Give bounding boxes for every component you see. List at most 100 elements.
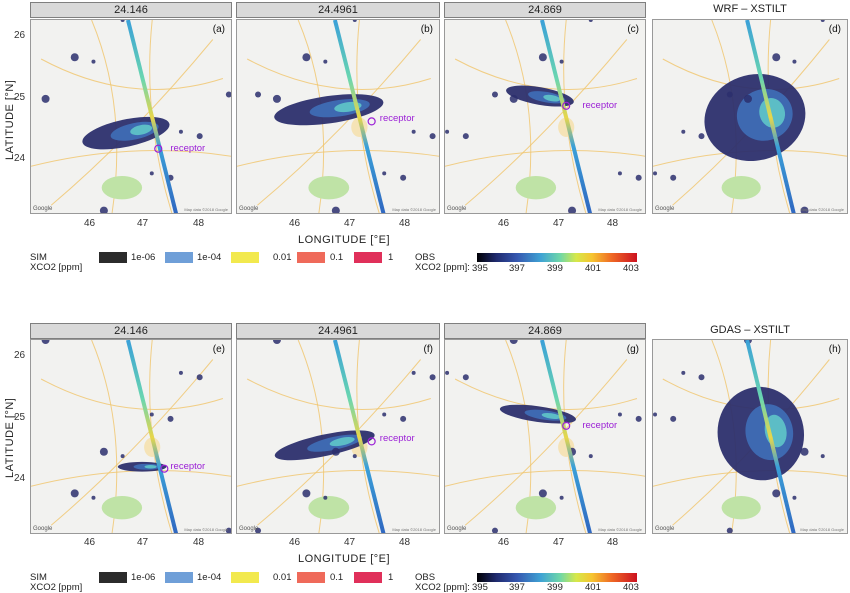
scatter-blob [509,340,518,344]
road-line [454,58,638,90]
ytick-24-bottom: 24 [14,473,26,484]
scatter-blob [352,20,357,22]
receptor-marker [367,437,376,446]
scatter-blob [429,374,436,381]
scatter-blob [352,454,357,459]
scatter-blob [91,59,96,64]
obs-tick-395-top: 395 [472,263,488,274]
ytick-25-top: 25 [14,92,26,103]
sim-swatch-2-top [165,252,193,263]
xtick-46-b: 46 [289,218,301,229]
map-panel-d: (d) Google Map data ©2018 Google [652,19,848,214]
scatter-blob [792,59,797,64]
scatter-blob [538,489,547,498]
sim-label-5-top: 1 [388,252,394,263]
scatter-blob [792,495,797,500]
map-credit: Map data ©2018 Google [184,527,228,532]
scatter-blob [635,174,642,181]
plume-core [130,124,153,136]
satellite-track [332,340,386,533]
scatter-blob [538,53,547,62]
road-line [246,378,431,410]
y-axis-title-bottom: LATITUDE [°N] [4,397,16,478]
google-logo: Google [655,206,675,212]
sim-label-3-top: 0.01 [273,252,292,263]
map-svg-b [237,20,439,213]
satellite-track [126,340,179,533]
sim-label-1-bottom: 1e-06 [131,572,156,583]
map-svg-g [445,340,645,533]
map-credit: Map data ©2018 Google [184,207,228,212]
scatter-blob [225,91,231,98]
xtick-47-c: 47 [553,218,565,229]
xtick-48-c: 48 [607,218,619,229]
scatter-blob [820,454,825,459]
scatter-blob [302,489,311,498]
xtick-47-g: 47 [553,537,565,548]
map-panel-f: receptor (f) Google Map data ©2018 Google [236,339,440,534]
x-axis-title-bottom: LONGITUDE [°E] [298,553,391,565]
reserve-area [101,176,143,200]
scatter-blob [91,495,96,500]
x-axis-title-top: LONGITUDE [°E] [298,234,391,246]
plume-e [117,461,167,472]
obs-tick-403-bottom: 403 [623,582,639,593]
satellite-track [745,340,796,533]
road-line [237,150,439,167]
map-panel-b: receptor (b) Google Map data ©2018 Google [236,19,440,214]
road-line [464,39,628,206]
scatter-blob [196,374,203,381]
obs-tick-401-bottom: 401 [585,582,601,593]
scatter-blob [445,370,450,375]
sim-label-1-top: 1e-06 [131,252,156,263]
reserve-area [308,176,350,200]
map-panel-c: receptor (c) Google Map data ©2018 Google [444,19,646,214]
plume-a [82,116,170,150]
obs-tick-397-top: 397 [509,263,525,274]
scatter-blob [149,412,154,417]
obs-legend-title-bottom: OBS XCO2 [ppm]: [415,572,470,593]
map-svg-d [653,20,847,213]
ytick-26-bottom: 26 [14,350,26,361]
google-logo: Google [447,526,467,532]
scatter-blob [323,495,328,500]
scatter-blob [382,412,387,417]
scatter-blob [559,59,564,64]
panel-label: (e) [212,344,225,355]
scatter-blob [670,174,677,181]
scatter-blob [302,53,311,62]
scatter-blob [653,412,658,417]
scatter-blob [681,129,686,134]
sim-swatch-4-bottom [297,572,325,583]
scatter-blob [726,527,733,533]
plume-g [499,404,576,424]
reserve-area [101,496,143,520]
scatter-blob [178,129,183,134]
scatter-blob [617,412,622,417]
xtick-47-a: 47 [137,218,149,229]
scatter-blob [331,206,340,213]
panel-label: (b) [420,24,433,35]
receptor-marker [154,144,163,153]
scatter-blob [653,171,658,176]
reserve-area [515,496,557,520]
scatter-blob [559,495,564,500]
road-line [445,470,645,487]
strip-e: 24.146 [30,323,232,339]
scatter-blob [99,447,108,456]
scatter-blob [167,415,174,422]
plume-d [704,74,806,161]
scatter-blob [41,94,50,103]
obs-tick-395-bottom: 395 [472,582,488,593]
panel-label: (f) [423,344,433,355]
google-logo: Google [447,206,467,212]
xtick-48-f: 48 [399,537,411,548]
map-credit: Map data ©2018 Google [392,527,436,532]
xtick-48-b: 48 [399,218,411,229]
scatter-blob [429,133,436,140]
map-credit: Map data ©2018 Google [392,207,436,212]
xtick-48-e: 48 [193,537,205,548]
road-line [246,58,431,90]
scatter-blob [681,370,686,375]
sim-swatch-3-top [231,252,259,263]
